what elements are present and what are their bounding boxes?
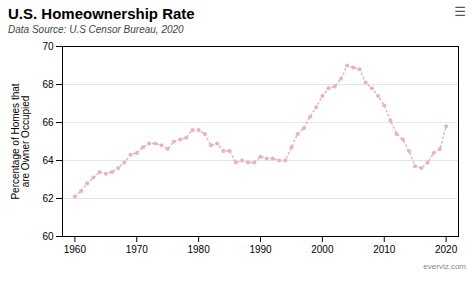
svg-text:2020: 2020 [435,244,458,255]
svg-text:66: 66 [42,117,54,128]
html-text:U.S. Homeownership Rate: U.S. Homeownership Rate [8,5,195,22]
svg-text:1960: 1960 [64,244,87,255]
svg-text:62: 62 [42,193,54,204]
svg-text:1970: 1970 [126,244,149,255]
html-text:everviz.com: everviz.com [423,262,466,271]
svg-text:1990: 1990 [249,244,272,255]
svg-text:1980: 1980 [188,244,211,255]
html-text:Data Source: U.S Censor Bureau: Data Source: U.S Censor Bureau, 2020 [8,24,184,35]
svg-text:Percentage of Homes thatare Ow: Percentage of Homes thatare Owner Occupi… [10,83,31,199]
svg-text:60: 60 [42,231,54,242]
svg-text:70: 70 [42,41,54,52]
svg-text:2010: 2010 [373,244,396,255]
svg-text:2000: 2000 [311,244,334,255]
svg-text:68: 68 [42,79,54,90]
svg-text:64: 64 [42,155,54,166]
